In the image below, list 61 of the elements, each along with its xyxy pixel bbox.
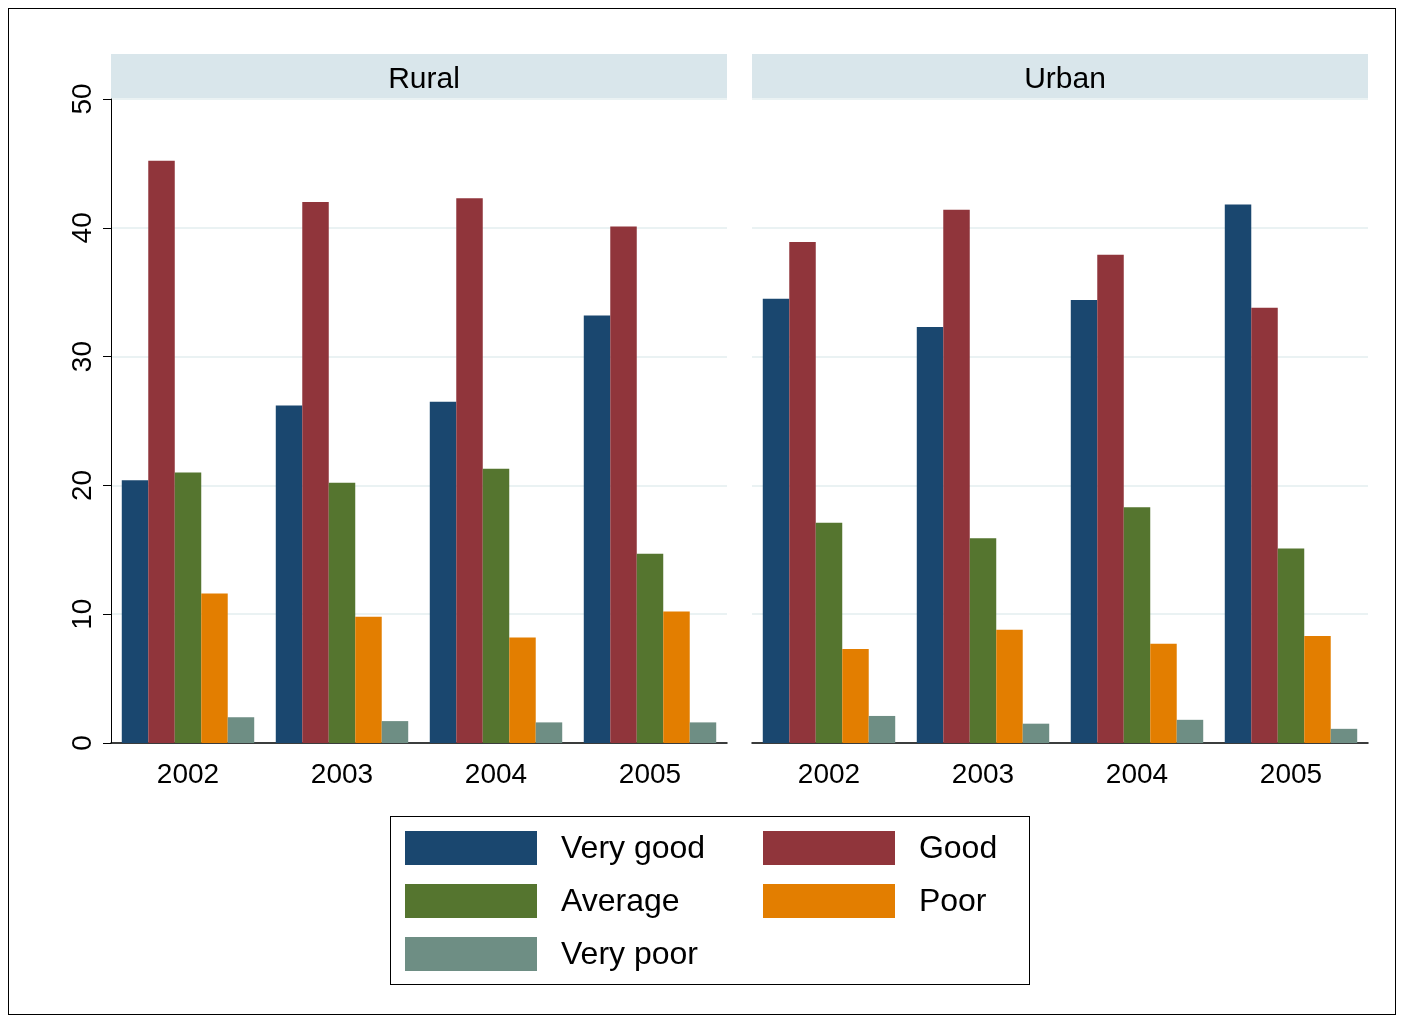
bar <box>1123 507 1151 743</box>
x-tick-label: 2003 <box>951 757 1015 789</box>
bar <box>302 202 329 743</box>
bar <box>148 160 175 743</box>
bar <box>1097 254 1124 743</box>
bar <box>663 611 690 743</box>
bar <box>815 522 843 743</box>
x-tick-label: 2005 <box>618 757 682 789</box>
bar <box>868 715 896 743</box>
bar <box>1304 636 1331 743</box>
bar <box>636 553 664 743</box>
bar <box>121 480 149 743</box>
bar <box>355 616 382 743</box>
bar <box>429 401 457 743</box>
x-tick-label: 2002 <box>797 757 861 789</box>
bar <box>1251 307 1278 743</box>
bar <box>174 472 202 743</box>
bar <box>456 198 483 743</box>
bar <box>1150 643 1177 743</box>
bar <box>1330 728 1358 743</box>
bar <box>762 298 790 743</box>
x-tick-label: 2002 <box>156 757 220 789</box>
chart-title: Rural <box>388 60 460 94</box>
bar <box>509 637 536 743</box>
bar <box>610 226 637 743</box>
bar <box>969 538 997 743</box>
legend-label: Good <box>918 829 998 866</box>
legend-label: Average <box>561 882 680 919</box>
bar <box>1277 548 1305 743</box>
bar <box>689 722 717 743</box>
legend-label: Very good <box>561 829 706 866</box>
bar <box>789 241 816 743</box>
bar <box>996 629 1023 743</box>
bar <box>482 468 510 743</box>
y-tick-label: 10 <box>65 598 97 630</box>
bar <box>1224 204 1252 743</box>
chart-title: Urban <box>1024 60 1106 94</box>
y-tick-label: 0 <box>65 735 97 751</box>
bar <box>328 482 356 743</box>
bar <box>1022 723 1050 743</box>
bar <box>275 405 303 743</box>
legend-label: Very poor <box>561 935 698 972</box>
y-tick-label: 30 <box>65 341 97 373</box>
x-tick-label: 2005 <box>1259 757 1323 789</box>
bar <box>842 648 869 743</box>
bar <box>943 209 970 743</box>
bar <box>1070 299 1098 743</box>
bar <box>227 717 255 743</box>
bar <box>583 315 611 743</box>
bar <box>916 326 944 743</box>
bar <box>381 721 409 743</box>
x-tick-label: 2003 <box>310 757 374 789</box>
x-tick-label: 2004 <box>464 757 528 789</box>
bar <box>1176 719 1204 743</box>
bar <box>535 722 563 743</box>
y-tick-label: 20 <box>65 469 97 501</box>
x-tick-label: 2004 <box>1105 757 1169 789</box>
y-tick-label: 40 <box>65 212 97 244</box>
bar <box>201 593 228 743</box>
legend-label: Poor <box>918 882 987 919</box>
y-tick-label: 50 <box>65 83 97 115</box>
